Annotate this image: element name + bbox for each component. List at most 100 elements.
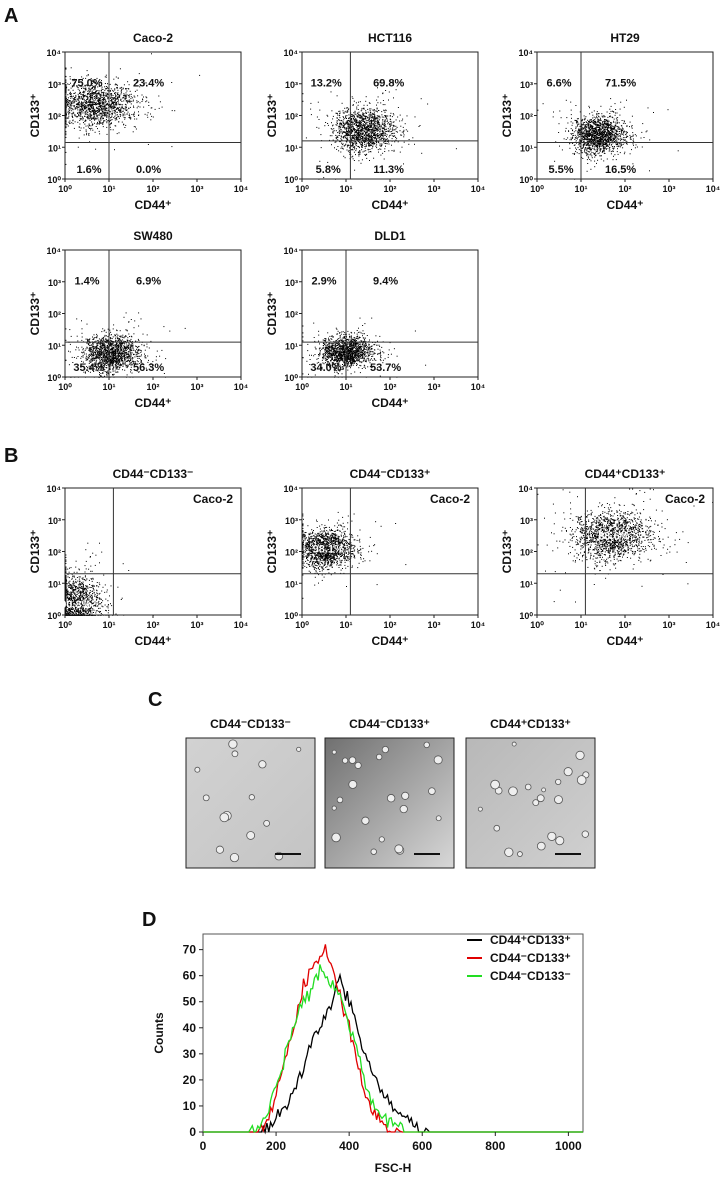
scatter-point: [111, 107, 113, 109]
scatter-point: [602, 116, 604, 118]
scatter-point: [387, 130, 389, 132]
scatter-point: [588, 123, 590, 125]
scatter-point: [93, 116, 95, 118]
scatter-point: [86, 85, 88, 87]
scatter-point: [89, 102, 91, 104]
scatter-point: [355, 124, 357, 126]
scatter-point: [376, 147, 378, 149]
scatter-point: [607, 140, 609, 142]
scatter-point: [595, 140, 597, 142]
scatter-point: [587, 132, 589, 134]
scatter-point: [589, 139, 591, 141]
scatter-point: [89, 346, 91, 348]
scatter-point: [89, 88, 91, 90]
scatter-point: [368, 141, 370, 143]
scatter-point: [599, 130, 601, 132]
scatter-point: [619, 133, 621, 134]
scatter-point: [377, 119, 379, 121]
scatter-point: [609, 137, 611, 139]
scatter-point: [361, 143, 363, 145]
scatter-point: [95, 103, 97, 105]
scatter-point: [70, 108, 72, 110]
scatter-point: [356, 143, 358, 145]
scatter-point: [361, 144, 363, 146]
scatter-point: [394, 141, 396, 143]
scatter-point: [609, 131, 611, 133]
scatter-point: [604, 137, 606, 139]
scatter-point: [609, 133, 611, 135]
scatter-point: [591, 121, 593, 123]
scatter-point: [575, 147, 576, 149]
scatter-point: [91, 92, 93, 94]
scatter-point: [367, 143, 369, 145]
scatter-point: [389, 126, 391, 128]
scatter-point: [589, 125, 591, 127]
scatter-point: [95, 347, 97, 349]
scatter-point: [93, 93, 95, 95]
scatter-point: [618, 129, 620, 130]
scatter-point: [361, 116, 363, 118]
scatter-point: [371, 121, 373, 123]
scatter-point: [371, 112, 373, 114]
scatter-point: [379, 138, 381, 140]
scatter-point: [106, 115, 108, 117]
scatter-point: [365, 138, 367, 140]
scatter-point: [381, 126, 382, 128]
scatter-point: [646, 130, 648, 132]
scatter-point: [610, 126, 612, 128]
scatter-point: [65, 132, 67, 134]
scatter-point: [595, 127, 597, 129]
scatter-point: [391, 116, 393, 118]
scatter-point: [586, 144, 588, 146]
scatter-point: [579, 139, 580, 141]
quadrant-ur-percent: 23.4%: [133, 77, 164, 89]
scatter-point: [102, 115, 104, 117]
scatter-point: [117, 363, 119, 365]
scatter-point: [374, 128, 376, 129]
scatter-point: [117, 102, 119, 104]
scatter-point: [360, 121, 362, 123]
scatter-point: [382, 123, 384, 125]
scatter-point: [598, 126, 600, 128]
scatter-point: [578, 153, 580, 155]
scatter-point: [594, 145, 596, 147]
scatter-point: [583, 133, 585, 135]
scatter-point: [612, 130, 613, 132]
scatter-point: [120, 340, 122, 342]
scatter-point: [105, 107, 107, 109]
scatter-point: [372, 146, 374, 148]
scatter-point: [92, 104, 94, 106]
scatter-point: [389, 115, 391, 117]
scatter-point: [602, 134, 604, 136]
scatter-point: [78, 96, 80, 98]
scatter-point: [590, 143, 592, 144]
scatter-point: [602, 145, 604, 147]
scatter-point: [141, 101, 143, 102]
scatter-point: [107, 349, 109, 351]
scatter-point: [114, 110, 116, 112]
scatter-point: [353, 135, 355, 137]
scatter-point: [144, 349, 146, 351]
scatter-point: [352, 149, 354, 151]
scatter-point: [65, 95, 67, 97]
scatter-point: [388, 130, 390, 132]
scatter-point: [575, 105, 577, 106]
scatter-point: [608, 124, 610, 126]
scatter-point: [111, 108, 113, 110]
scatter-point: [377, 138, 379, 140]
scatter-point: [115, 83, 117, 85]
scatter-point: [69, 96, 71, 98]
scatter-point: [115, 114, 117, 116]
scatter-point: [371, 133, 372, 135]
scatter-point: [606, 148, 608, 149]
scatter-point: [88, 126, 90, 128]
scatter-plot-a-2: 10⁰10⁰10¹10¹10²10²10³10³10⁴10⁴HCT116CD44…: [265, 31, 485, 212]
scatter-point: [65, 113, 67, 114]
scatter-point: [368, 139, 370, 141]
x-tick-label: 10³: [662, 184, 675, 194]
scatter-point: [109, 124, 111, 126]
scatter-point: [87, 93, 89, 94]
x-axis-label: CD44⁺: [606, 198, 643, 212]
scatter-point: [380, 135, 382, 137]
scatter-point: [95, 98, 97, 100]
